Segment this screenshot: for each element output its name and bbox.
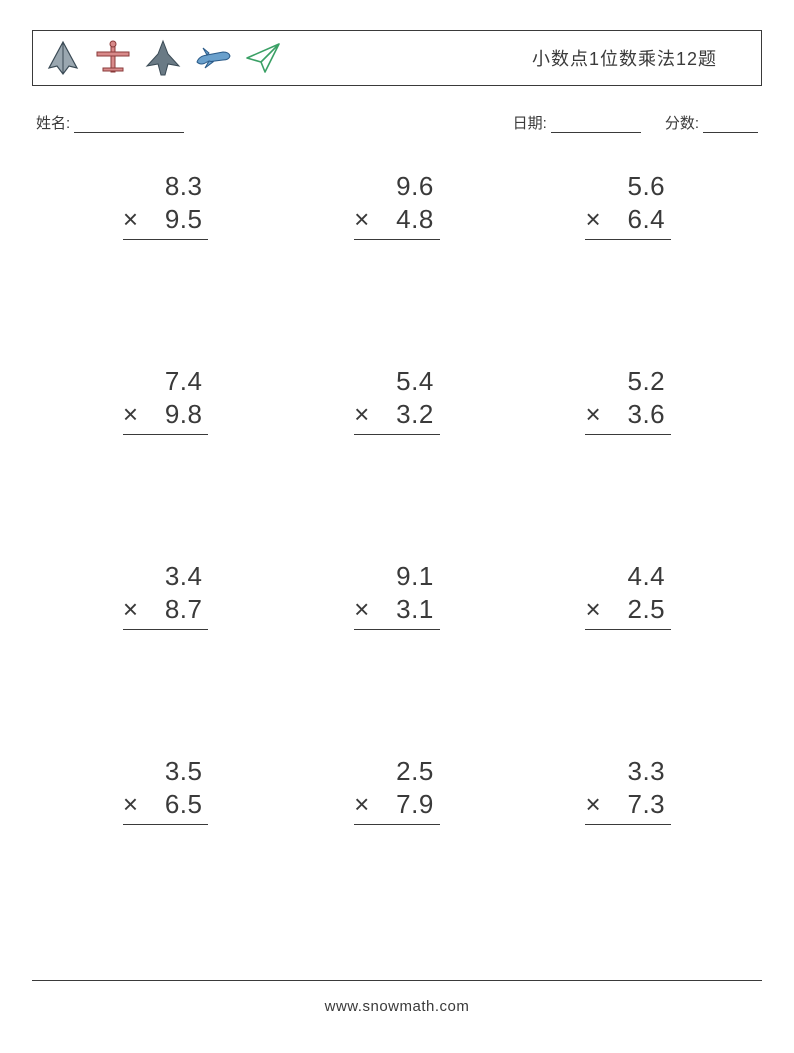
multiplier: 9.8 [165, 399, 203, 429]
multiplicand: 3.4 [123, 561, 209, 594]
problems-grid: 8.3×9.59.6×4.85.6×6.47.4×9.85.4×3.25.2×3… [32, 171, 762, 951]
plane-paper-icon [243, 38, 283, 78]
name-label: 姓名: [36, 112, 70, 133]
date-blank[interactable] [551, 117, 641, 133]
multiplication: 3.4×8.7 [123, 561, 209, 630]
multiplicand: 9.6 [354, 171, 440, 204]
multiplicand: 5.6 [585, 171, 671, 204]
multiplication: 9.6×4.8 [354, 171, 440, 240]
multiplier-row: ×7.3 [585, 789, 671, 825]
multiplicand: 5.4 [354, 366, 440, 399]
problem-4: 7.4×9.8 [50, 366, 281, 561]
problem-1: 8.3×9.5 [50, 171, 281, 366]
operator: × [585, 594, 627, 625]
multiplication: 3.5×6.5 [123, 756, 209, 825]
info-right: 日期: 分数: [513, 112, 758, 133]
multiplier: 3.2 [396, 399, 434, 429]
multiplier-row: ×9.8 [123, 399, 209, 435]
operator: × [123, 204, 165, 235]
multiplier-row: ×2.5 [585, 594, 671, 630]
multiplication: 7.4×9.8 [123, 366, 209, 435]
date-label: 日期: [513, 112, 547, 133]
problem-10: 3.5×6.5 [50, 756, 281, 951]
multiplier: 8.7 [165, 594, 203, 624]
operator: × [585, 204, 627, 235]
operator: × [123, 789, 165, 820]
plane-jet-icon [193, 38, 233, 78]
score-label: 分数: [665, 112, 699, 133]
operator: × [354, 594, 396, 625]
multiplicand: 4.4 [585, 561, 671, 594]
multiplier: 6.4 [627, 204, 665, 234]
problem-9: 4.4×2.5 [513, 561, 744, 756]
plane-fighter-icon [143, 38, 183, 78]
multiplication: 4.4×2.5 [585, 561, 671, 630]
multiplication: 2.5×7.9 [354, 756, 440, 825]
multiplicand: 8.3 [123, 171, 209, 204]
problem-12: 3.3×7.3 [513, 756, 744, 951]
multiplier-row: ×3.2 [354, 399, 440, 435]
multiplier: 3.6 [627, 399, 665, 429]
multiplier: 6.5 [165, 789, 203, 819]
header-box: 小数点1位数乘法12题 [32, 30, 762, 86]
multiplication: 5.6×6.4 [585, 171, 671, 240]
worksheet-title: 小数点1位数乘法12题 [532, 45, 747, 71]
multiplier-row: ×8.7 [123, 594, 209, 630]
multiplier: 2.5 [627, 594, 665, 624]
multiplication: 8.3×9.5 [123, 171, 209, 240]
problem-3: 5.6×6.4 [513, 171, 744, 366]
operator: × [123, 594, 165, 625]
multiplicand: 3.5 [123, 756, 209, 789]
multiplier-row: ×6.5 [123, 789, 209, 825]
info-left: 姓名: [36, 112, 184, 133]
multiplier-row: ×3.6 [585, 399, 671, 435]
multiplier: 7.9 [396, 789, 434, 819]
multiplier-row: ×9.5 [123, 204, 209, 240]
score-blank[interactable] [703, 117, 758, 133]
footer-divider [32, 980, 762, 981]
multiplicand: 7.4 [123, 366, 209, 399]
name-blank[interactable] [74, 117, 184, 133]
plane-stealth-icon [43, 38, 83, 78]
multiplication: 5.4×3.2 [354, 366, 440, 435]
multiplicand: 5.2 [585, 366, 671, 399]
operator: × [123, 399, 165, 430]
problem-2: 9.6×4.8 [281, 171, 512, 366]
multiplier-row: ×7.9 [354, 789, 440, 825]
info-row: 姓名: 日期: 分数: [32, 112, 762, 133]
multiplication: 9.1×3.1 [354, 561, 440, 630]
multiplier: 7.3 [627, 789, 665, 819]
operator: × [585, 789, 627, 820]
operator: × [585, 399, 627, 430]
multiplicand: 3.3 [585, 756, 671, 789]
operator: × [354, 399, 396, 430]
multiplier: 3.1 [396, 594, 434, 624]
plane-biplane-icon [93, 38, 133, 78]
problem-11: 2.5×7.9 [281, 756, 512, 951]
operator: × [354, 204, 396, 235]
footer-url: www.snowmath.com [0, 998, 794, 1015]
operator: × [354, 789, 396, 820]
problem-8: 9.1×3.1 [281, 561, 512, 756]
multiplier-row: ×3.1 [354, 594, 440, 630]
multiplier-row: ×4.8 [354, 204, 440, 240]
multiplicand: 2.5 [354, 756, 440, 789]
multiplication: 3.3×7.3 [585, 756, 671, 825]
multiplier: 4.8 [396, 204, 434, 234]
header-icons [43, 38, 283, 78]
multiplicand: 9.1 [354, 561, 440, 594]
multiplication: 5.2×3.6 [585, 366, 671, 435]
worksheet-page: 小数点1位数乘法12题 姓名: 日期: 分数: 8.3×9.59.6×4.85.… [0, 0, 794, 1053]
problem-5: 5.4×3.2 [281, 366, 512, 561]
multiplier-row: ×6.4 [585, 204, 671, 240]
multiplier: 9.5 [165, 204, 203, 234]
problem-6: 5.2×3.6 [513, 366, 744, 561]
problem-7: 3.4×8.7 [50, 561, 281, 756]
